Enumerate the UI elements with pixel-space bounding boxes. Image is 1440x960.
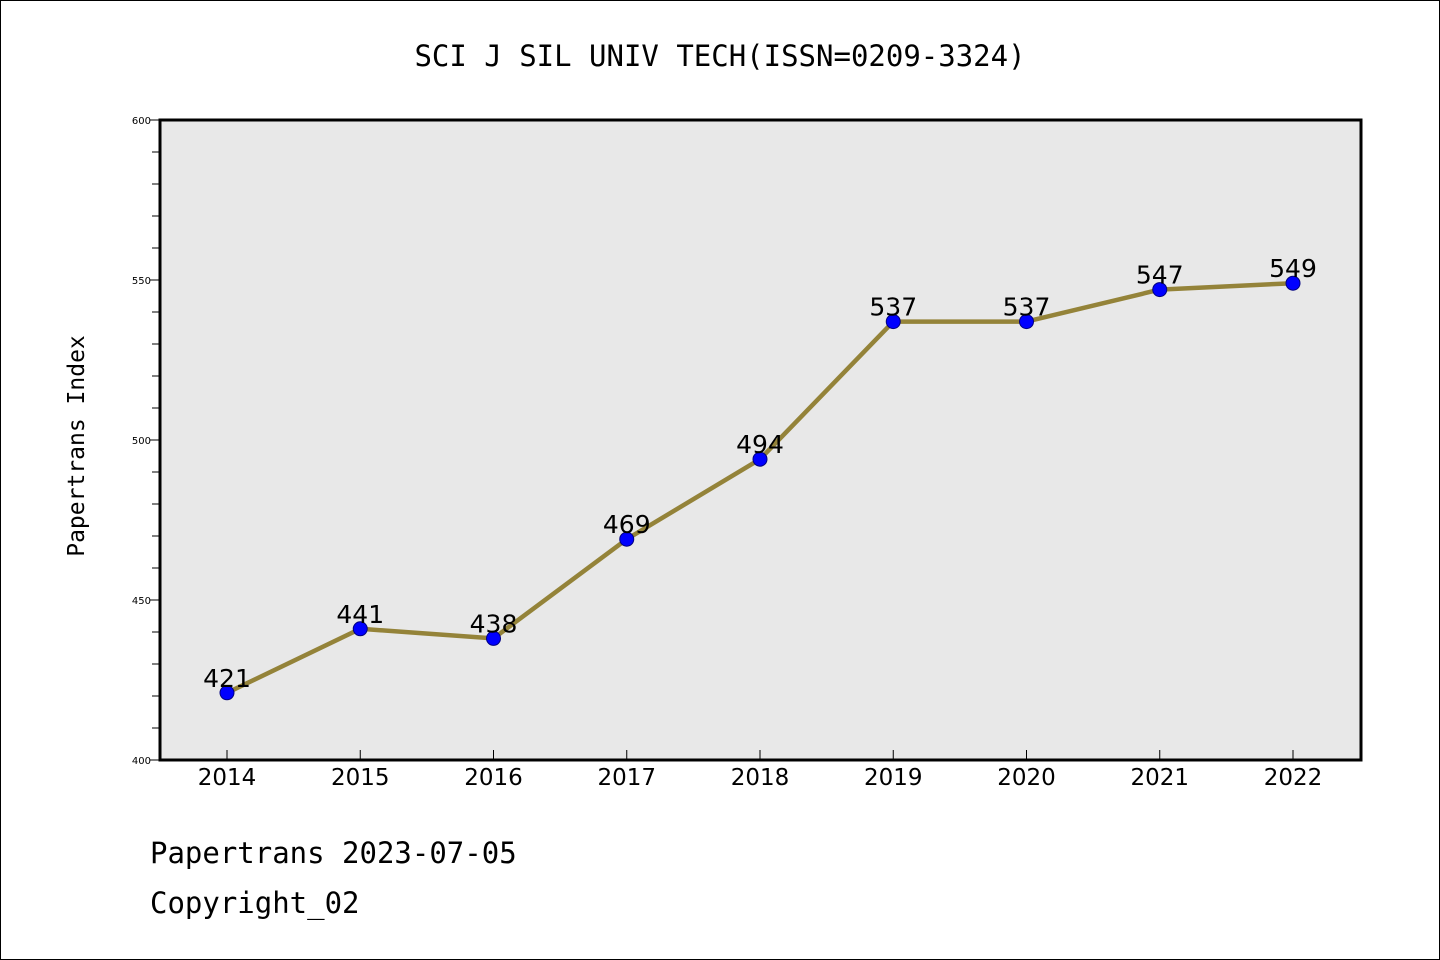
footer-source-date: Papertrans 2023-07-05 <box>150 836 517 870</box>
x-tick-label: 2019 <box>864 765 923 791</box>
y-tick-label: 400 <box>132 756 151 767</box>
data-label: 438 <box>470 609 518 638</box>
y-tick-label: 550 <box>132 276 151 287</box>
data-point <box>1152 282 1168 298</box>
data-point <box>352 621 368 637</box>
y-minor-ticks <box>152 151 160 729</box>
y-major-ticks <box>150 119 160 761</box>
data-label: 469 <box>603 510 651 539</box>
x-tick-label: 2016 <box>464 765 523 791</box>
data-points <box>219 275 1301 701</box>
data-label: 537 <box>1003 293 1051 322</box>
data-point <box>752 451 768 467</box>
y-tick-labels: 400 450 500 550 600 <box>132 116 151 767</box>
x-tick-label: 2020 <box>997 765 1056 791</box>
data-point <box>1285 275 1301 291</box>
x-tick-label: 2014 <box>198 765 257 791</box>
y-axis-label: Papertrans Index <box>64 335 90 557</box>
data-label: 494 <box>736 430 784 459</box>
y-tick-label: 450 <box>132 596 151 607</box>
y-tick-label: 500 <box>132 436 151 447</box>
data-label: 549 <box>1269 254 1317 283</box>
plot-area <box>158 118 1363 762</box>
data-label: 547 <box>1136 261 1184 290</box>
x-tick-label: 2022 <box>1264 765 1323 791</box>
data-point <box>619 531 635 547</box>
data-label: 537 <box>869 293 917 322</box>
x-tick-label: 2018 <box>731 765 790 791</box>
x-tick-label: 2017 <box>597 765 656 791</box>
data-point <box>885 314 901 330</box>
data-labels: 421 441 438 469 494 537 537 547 549 <box>203 254 1317 693</box>
x-ticks <box>226 750 1294 760</box>
data-point <box>486 630 501 646</box>
chart-title: SCI J SIL UNIV TECH(ISSN=0209-3324) <box>414 39 1025 73</box>
data-label: 441 <box>336 600 384 629</box>
footer-copyright: Copyright_02 <box>150 886 360 920</box>
x-tick-labels: 2014 2015 2016 2017 2018 2019 2020 2021 2022 <box>198 765 1323 791</box>
data-point <box>1019 314 1034 330</box>
y-tick-label: 600 <box>132 116 151 127</box>
x-tick-label: 2015 <box>331 765 390 791</box>
x-tick-label: 2021 <box>1130 765 1189 791</box>
data-label: 421 <box>203 664 251 693</box>
data-point <box>219 685 235 701</box>
